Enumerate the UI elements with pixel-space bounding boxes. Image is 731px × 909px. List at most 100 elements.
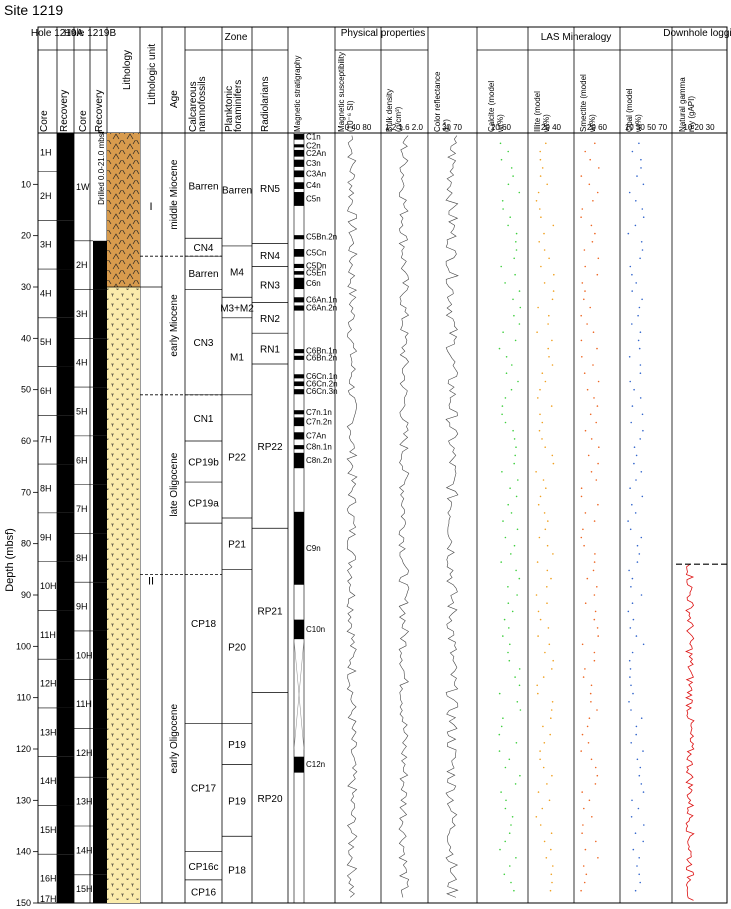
- zone-label: CN3: [193, 338, 213, 349]
- smectite-point: [582, 865, 585, 867]
- chron-label: C7n.2n: [306, 417, 332, 426]
- depth-tick-label: 20: [21, 231, 31, 241]
- normal-chron: [294, 144, 304, 148]
- recovery-bar: [93, 338, 107, 388]
- smectite-point: [585, 873, 588, 876]
- smectite-point: [583, 298, 585, 301]
- calcite-point: [514, 676, 516, 678]
- opal-point: [642, 643, 645, 646]
- opal-point: [638, 774, 641, 777]
- calcite-point: [505, 799, 507, 802]
- illite-point: [547, 347, 549, 350]
- header-lithologic-unit: Lithologic unit: [147, 44, 158, 105]
- core-label: 4H: [40, 288, 52, 298]
- depth-tick-label: 10: [21, 179, 31, 189]
- calcite-point: [503, 873, 506, 876]
- scale-calcite: 20 60: [491, 123, 512, 132]
- normal-chron: [294, 619, 304, 640]
- zone-label: CN4: [193, 243, 213, 254]
- smectite-point: [590, 438, 593, 440]
- recovery-bar: [57, 317, 74, 367]
- illite-point: [538, 536, 541, 539]
- recovery-bar: [93, 826, 107, 875]
- illite-point: [551, 364, 554, 366]
- calcite-point: [519, 774, 521, 777]
- smectite-point: [584, 848, 587, 851]
- chron-label: C6An.2n: [306, 304, 337, 313]
- zone-label: P22: [228, 452, 246, 463]
- smectite-point: [596, 586, 598, 588]
- illite-point: [551, 454, 554, 457]
- bulk-density-trace: [398, 135, 410, 898]
- smectite-point: [584, 265, 586, 268]
- depth-tick-label: 100: [16, 641, 31, 651]
- recovery-bar: [93, 240, 107, 290]
- illite-point: [537, 397, 539, 399]
- illite-point: [552, 659, 554, 662]
- calcite-point: [515, 232, 518, 235]
- opal-point: [640, 167, 642, 169]
- illite-point: [548, 643, 551, 646]
- header-line: wt%): [542, 114, 551, 133]
- smectite-point: [592, 364, 594, 366]
- illite-point: [546, 569, 549, 572]
- header-line: Illite (model: [533, 91, 542, 132]
- core-label: 5H: [40, 337, 52, 347]
- core-label: 6H: [76, 455, 88, 465]
- normal-chron: [294, 432, 304, 440]
- header-phys-props: Physical properties: [341, 28, 425, 39]
- opal-point: [631, 651, 634, 654]
- header-color_refl: Color reflectance(L*): [433, 71, 451, 132]
- chron-label: C8n.1n: [306, 443, 332, 452]
- opal-point: [631, 799, 633, 802]
- calcite-point: [509, 216, 512, 218]
- calcite-point: [511, 816, 514, 818]
- figure-title: Site 1219: [4, 2, 63, 18]
- smectite-point: [595, 840, 597, 843]
- illite-point: [544, 446, 546, 449]
- calcite-point: [507, 150, 510, 153]
- chron-label: C4n: [306, 181, 321, 190]
- opal-point: [638, 873, 640, 876]
- header-line: Planktonic: [224, 86, 235, 132]
- smectite-point: [593, 659, 596, 662]
- smectite-point: [594, 553, 596, 555]
- normal-chron: [294, 235, 304, 240]
- illite-point: [538, 429, 541, 432]
- illite-point: [537, 191, 540, 194]
- header-line: Smectite (model: [579, 74, 588, 132]
- calcite-point: [501, 200, 504, 202]
- opal-point: [642, 840, 644, 843]
- smectite-point: [587, 454, 590, 457]
- normal-chron: [294, 389, 304, 395]
- illite-point: [550, 717, 552, 719]
- calcite-point: [518, 290, 521, 292]
- smectite-point: [596, 627, 599, 629]
- calcite-point: [515, 569, 517, 572]
- illite-point: [535, 594, 538, 596]
- smectite-point: [597, 462, 599, 465]
- opal-point: [639, 881, 641, 884]
- core-label: 1H: [40, 147, 52, 157]
- chron-label: C6An.1n: [306, 295, 337, 304]
- opal-point: [630, 709, 632, 711]
- header-smectite: Smectite (modelwt%): [579, 74, 597, 133]
- calcite-point: [499, 848, 501, 851]
- smectite-point: [586, 577, 589, 580]
- illite-point: [548, 356, 550, 358]
- opal-point: [628, 701, 630, 703]
- header-downhole: Downhole logging: [663, 28, 731, 39]
- zone-label: RP22: [257, 442, 282, 453]
- core-label: 16H: [40, 874, 57, 884]
- opal-point: [629, 265, 632, 268]
- depth-tick-label: 60: [21, 436, 31, 446]
- smectite-point: [580, 495, 583, 498]
- smectite-point: [593, 594, 596, 596]
- chron-label: C8n.2n: [306, 456, 332, 465]
- calcite-point: [510, 512, 513, 514]
- illite-point: [548, 799, 551, 802]
- smectite-point: [586, 725, 589, 728]
- calcite-point: [514, 273, 516, 276]
